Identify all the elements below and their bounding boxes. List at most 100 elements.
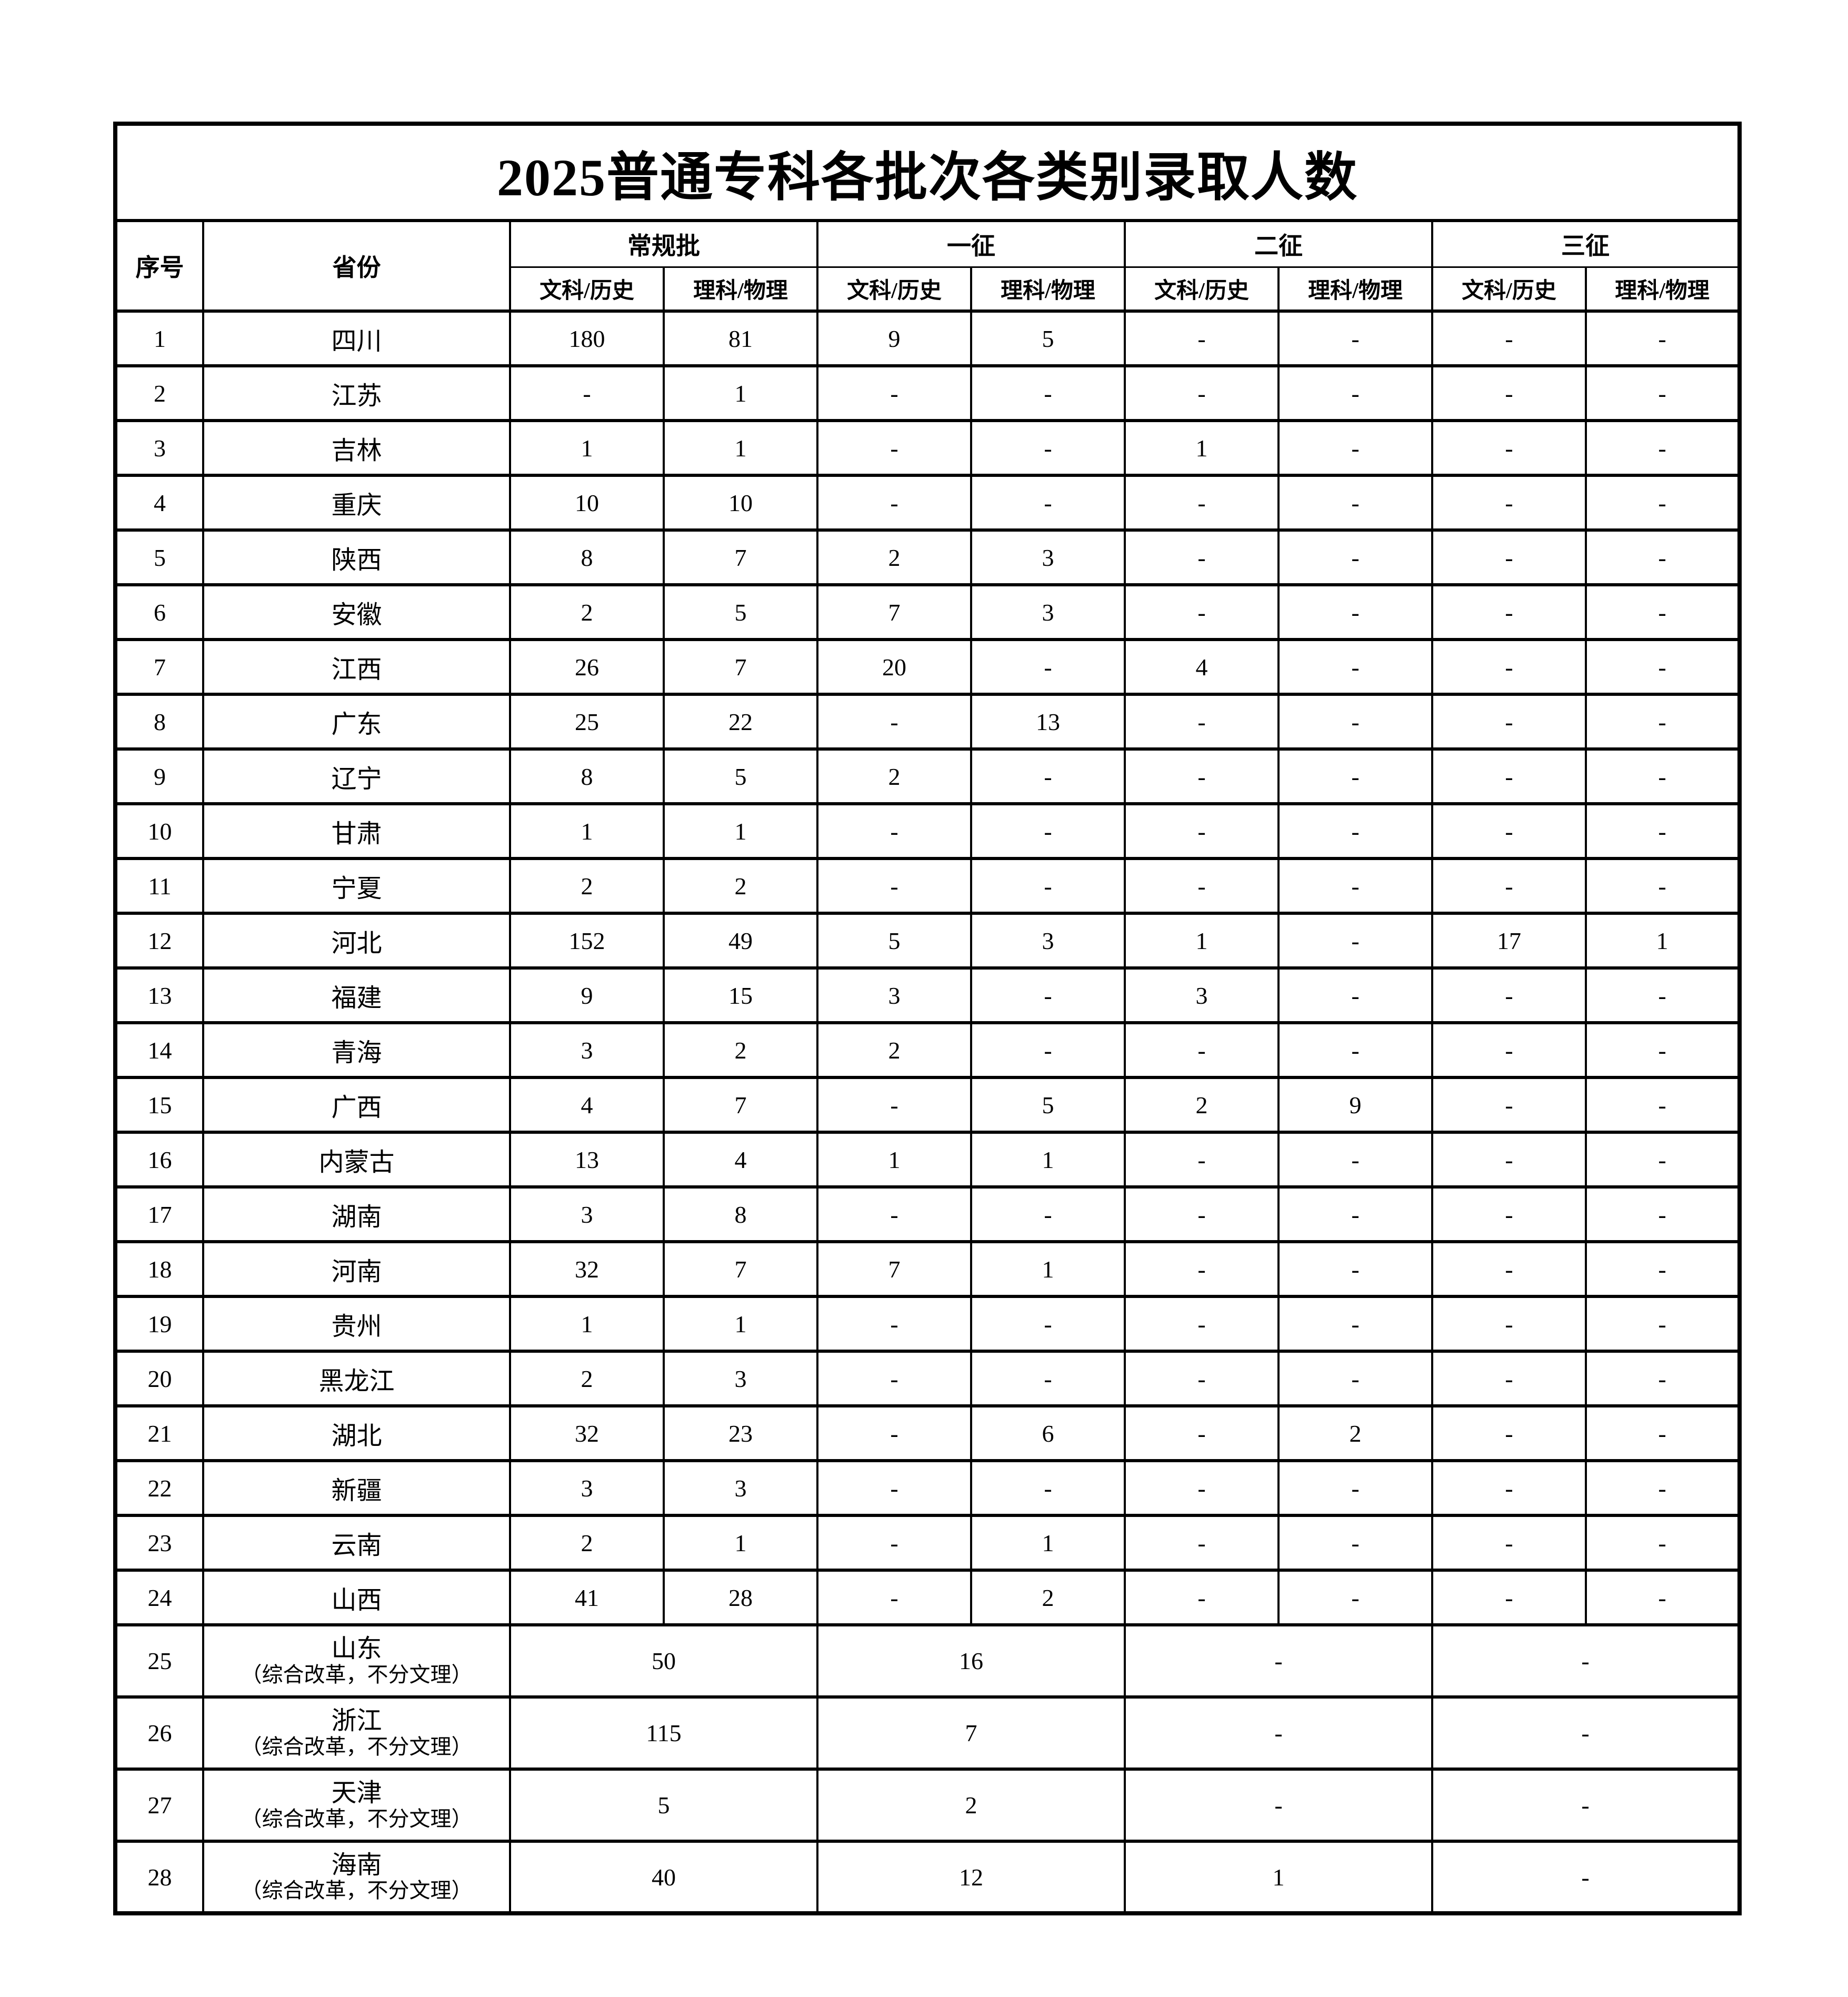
value-cell: 7 (663, 638, 818, 696)
value-cell: 1 (1124, 419, 1280, 477)
row-index-cell: 12 (114, 912, 204, 970)
value-cell: - (1431, 1131, 1587, 1189)
value-cell: 3 (509, 1459, 665, 1517)
value-cell: 2 (509, 1514, 665, 1572)
value-cell: 3 (509, 1185, 665, 1243)
value-cell: - (1431, 1514, 1587, 1572)
value-cell: 7 (816, 1240, 972, 1298)
row-index-cell: 15 (114, 1076, 204, 1134)
table-row: 16 内蒙古 13 4 1 1- - - - (114, 1131, 1741, 1189)
table-row: 10 甘肃 1 1- - - - - - (114, 802, 1741, 860)
province-cell: 云南 (202, 1514, 511, 1572)
table-row: 8 广东 25 22-13- - - - (114, 693, 1741, 751)
province-cell: 浙江 （综合改革，不分文理） (202, 1695, 511, 1771)
value-cell: 2 (816, 747, 972, 805)
province-cell: 黑龙江 (202, 1350, 511, 1407)
table-row: 18 河南 32 7 7 1- - - - (114, 1240, 1741, 1298)
province-name: 山东 (331, 1635, 382, 1663)
row-index-cell: 9 (114, 747, 204, 805)
row-index-cell: 18 (114, 1240, 204, 1298)
value-cell: - (1124, 528, 1280, 586)
value-cell: - (1277, 912, 1433, 970)
merged-value-cell: 40 (509, 1840, 818, 1915)
value-cell: - (1584, 474, 1741, 532)
merged-value-cell: - (1124, 1695, 1433, 1771)
row-index-cell: 2 (114, 364, 204, 422)
row-index-cell: 21 (114, 1404, 204, 1462)
value-cell: - (970, 1295, 1126, 1353)
value-cell: - (1431, 802, 1587, 860)
table-row: 11 宁夏 2 2- - - - - - (114, 857, 1741, 915)
row-index-cell: 8 (114, 693, 204, 751)
value-cell: - (970, 802, 1126, 860)
value-cell: 25 (509, 693, 665, 751)
value-cell: 1 (970, 1131, 1126, 1189)
value-cell: - (1431, 693, 1587, 751)
row-index-cell: 13 (114, 966, 204, 1024)
value-cell: - (1124, 583, 1280, 641)
table-row: 15 广西 4 7-5 2 9- - (114, 1076, 1741, 1134)
value-cell: 10 (509, 474, 665, 532)
table-row: 24 山西 41 28-2- - - - (114, 1569, 1741, 1626)
value-cell: 5 (663, 583, 818, 641)
value-cell: 2 (509, 583, 665, 641)
value-cell: 32 (509, 1404, 665, 1462)
row-index-cell: 5 (114, 528, 204, 586)
value-cell: 7 (816, 583, 972, 641)
province-name: 海南 (331, 1851, 382, 1879)
value-cell: 6 (970, 1404, 1126, 1462)
table-row: 5 陕西 8 7 2 3- - - - (114, 528, 1741, 586)
header-science: 理科/物理 (663, 266, 818, 313)
value-cell: 1 (509, 1295, 665, 1353)
header-arts: 文科/历史 (1124, 266, 1280, 313)
value-cell: 4 (663, 1131, 818, 1189)
value-cell: - (970, 474, 1126, 532)
value-cell: - (1277, 419, 1433, 477)
value-cell: - (970, 966, 1126, 1024)
value-cell: - (1277, 1240, 1433, 1298)
value-cell: - (1431, 309, 1587, 367)
value-cell: 3 (509, 1021, 665, 1079)
value-cell: - (1431, 1185, 1587, 1243)
value-cell: - (970, 364, 1126, 422)
value-cell: - (1584, 747, 1741, 805)
value-cell: - (1277, 802, 1433, 860)
value-cell: - (970, 747, 1126, 805)
value-cell: 5 (816, 912, 972, 970)
value-cell: 1 (663, 802, 818, 860)
table-row: 2 江苏 -1- - - - - - (114, 364, 1741, 422)
merged-value-cell: 5 (509, 1768, 818, 1843)
value-cell: - (1124, 309, 1280, 367)
value-cell: - (816, 364, 972, 422)
value-cell: - (1431, 1404, 1587, 1462)
value-cell: - (1431, 966, 1587, 1024)
table-row: 4 重庆 10 10- - - - - - (114, 474, 1741, 532)
table-row: 23 云南 2 1-1- - - - (114, 1514, 1741, 1572)
row-index-cell: 20 (114, 1350, 204, 1407)
merged-value-cell: 1 (1124, 1840, 1433, 1915)
value-cell: 15 (663, 966, 818, 1024)
province-note: （综合改革，不分文理） (241, 1806, 473, 1831)
province-note: （综合改革，不分文理） (241, 1879, 473, 1903)
province-cell: 辽宁 (202, 747, 511, 805)
row-index-cell: 4 (114, 474, 204, 532)
merged-value-cell: 12 (816, 1840, 1126, 1915)
value-cell: 1 (970, 1240, 1126, 1298)
table-row: 13 福建 9 15 3-3- - - (114, 966, 1741, 1024)
value-cell: - (816, 1459, 972, 1517)
table-row: 1 四川 180 81 9 5- - - - (114, 309, 1741, 367)
row-index-cell: 26 (114, 1695, 204, 1771)
value-cell: - (1277, 1569, 1433, 1626)
header-group-second-call: 二征 (1124, 219, 1433, 268)
value-cell: 2 (663, 857, 818, 915)
value-cell: 23 (663, 1404, 818, 1462)
value-cell: - (1584, 583, 1741, 641)
value-cell: - (1584, 1404, 1741, 1462)
value-cell: - (1584, 1295, 1741, 1353)
province-cell: 河北 (202, 912, 511, 970)
value-cell: 9 (509, 966, 665, 1024)
province-cell: 天津 （综合改革，不分文理） (202, 1768, 511, 1843)
value-cell: - (1277, 474, 1433, 532)
value-cell: - (1431, 1569, 1587, 1626)
row-index-cell: 22 (114, 1459, 204, 1517)
